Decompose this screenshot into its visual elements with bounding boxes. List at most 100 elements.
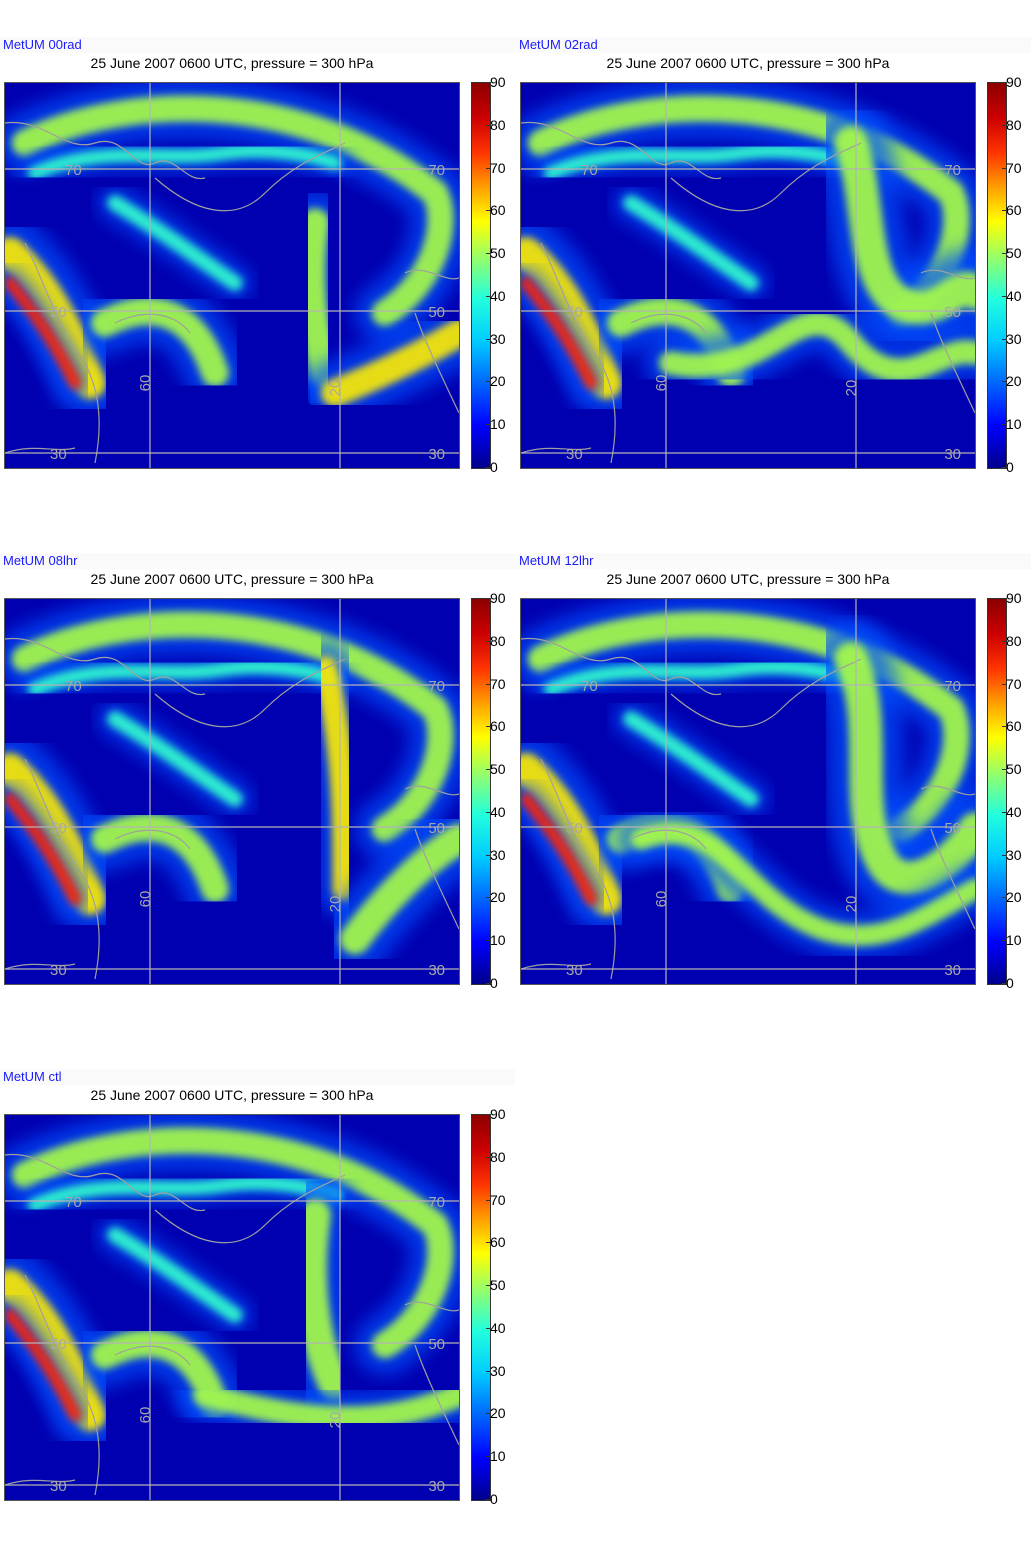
- colorbar: [471, 82, 491, 469]
- latitude-label: 50: [50, 1336, 67, 1353]
- coastline: [5, 1479, 76, 1486]
- latitude-label: 30: [566, 446, 583, 463]
- jet-band-core: [294, 1198, 352, 1402]
- coastline: [521, 637, 722, 696]
- jet-band-core: [91, 297, 229, 387]
- colorbar-tick-label: 80: [1002, 116, 1022, 133]
- colorbar-tick-label: 40: [486, 803, 506, 820]
- coastline: [154, 658, 346, 728]
- colorbar-tick-label: 80: [1002, 632, 1022, 649]
- coastline: [5, 447, 76, 454]
- colorbar-tick-label: 60: [1002, 718, 1022, 735]
- jet-band-core: [5, 276, 82, 390]
- panel-title: 25 June 2007 0600 UTC, pressure = 300 hP…: [90, 55, 374, 71]
- colorbar-tick-label: 90: [1002, 590, 1022, 606]
- colorbar-tick-label: 20: [486, 889, 506, 906]
- coastline: [540, 758, 616, 980]
- latitude-label: 50: [428, 820, 445, 837]
- jet-band-core: [5, 1308, 82, 1422]
- coastline: [521, 963, 592, 970]
- latitude-label: 30: [50, 446, 67, 463]
- latitude-label: 70: [581, 678, 598, 695]
- latitude-label: 50: [50, 820, 67, 837]
- colorbar-tick-label: 50: [1002, 761, 1022, 778]
- colorbar-tick-label: 50: [486, 245, 506, 262]
- longitude-label: 20: [843, 896, 860, 913]
- model-label: MetUM 02rad: [516, 37, 1031, 53]
- jet-band-core: [834, 126, 975, 325]
- latitude-label: 70: [65, 1194, 82, 1211]
- longitude-label: 20: [327, 380, 344, 397]
- longitude-label: 60: [653, 375, 670, 392]
- coastline: [540, 242, 616, 464]
- colorbar-tick-label: 60: [486, 202, 506, 219]
- colorbar-tick-label: 90: [486, 74, 506, 90]
- coastline: [404, 785, 459, 930]
- jet-band-core: [107, 711, 243, 807]
- jet-band-core: [5, 1268, 107, 1432]
- coastline: [24, 242, 100, 464]
- latitude-label: 70: [581, 162, 598, 179]
- colorbar-tick-label: 40: [486, 1319, 506, 1336]
- coastline: [24, 758, 100, 980]
- jet-band-core: [107, 195, 243, 291]
- colorbar-tick-label: 40: [1002, 803, 1022, 820]
- longitude-label: 20: [327, 896, 344, 913]
- latitude-label: 50: [428, 304, 445, 321]
- jet-band-core: [521, 752, 623, 916]
- jet-band-core: [193, 1383, 459, 1430]
- coastline: [630, 829, 707, 850]
- jet-band-core: [521, 792, 598, 906]
- colorbar-tick-label: 70: [486, 1191, 506, 1208]
- panel-title: 25 June 2007 0600 UTC, pressure = 300 hP…: [606, 571, 890, 587]
- colorbar-tick-label: 30: [486, 846, 506, 863]
- colorbar-tick-label: 0: [1002, 459, 1014, 475]
- model-label: MetUM ctl: [0, 1069, 515, 1085]
- jet-band-core: [339, 823, 459, 955]
- colorbar-tick-label: 60: [486, 1234, 506, 1251]
- colorbar: [987, 598, 1007, 985]
- colorbar-tick-label: 40: [486, 287, 506, 304]
- colorbar-tick-label: 50: [1002, 245, 1022, 262]
- colorbar-tick-label: 10: [486, 1448, 506, 1465]
- latitude-label: 70: [944, 678, 961, 695]
- colorbar-tick-label: 90: [486, 590, 506, 606]
- colorbar-tick-label: 10: [486, 932, 506, 949]
- colorbar-tick-label: 0: [1002, 975, 1014, 991]
- colorbar-tick-label: 40: [1002, 287, 1022, 304]
- latitude-label: 30: [944, 962, 961, 979]
- longitude-label: 60: [137, 1407, 154, 1424]
- latitude-label: 50: [944, 304, 961, 321]
- colorbar-tick-label: 10: [486, 416, 506, 433]
- jet-band-core: [107, 1227, 243, 1323]
- colorbar-ticks: 0 10 20 30 40 50 60 70 80 90: [486, 74, 530, 475]
- coastline: [5, 963, 76, 970]
- colorbar-tick-label: 10: [1002, 932, 1022, 949]
- colorbar-tick-label: 50: [486, 761, 506, 778]
- model-label: MetUM 12lhr: [516, 553, 1031, 569]
- colorbar-tick-label: 70: [1002, 675, 1022, 692]
- colorbar-tick-label: 0: [486, 975, 498, 991]
- colorbar-tick-label: 80: [486, 1148, 506, 1165]
- latitude-label: 70: [428, 162, 445, 179]
- coastline: [920, 269, 975, 414]
- colorbar-tick-label: 30: [486, 1362, 506, 1379]
- jet-band-core: [91, 813, 229, 903]
- chart-panel-02rad: MetUM 02rad 25 June 2007 0600 UTC, press…: [516, 37, 1032, 507]
- longitude-label: 20: [327, 1412, 344, 1429]
- colorbar-tick-label: 30: [1002, 330, 1022, 347]
- jet-band-core: [5, 752, 107, 916]
- colorbar-tick-label: 20: [1002, 889, 1022, 906]
- coastline: [5, 637, 206, 696]
- colorbar-tick-label: 70: [486, 159, 506, 176]
- coastline: [5, 1153, 206, 1212]
- model-label: MetUM 00rad: [0, 37, 515, 53]
- latitude-label: 50: [428, 1336, 445, 1353]
- jet-band-core: [296, 208, 340, 388]
- colorbar-tick-label: 90: [1002, 74, 1022, 90]
- coastline: [5, 121, 206, 180]
- coastline: [670, 142, 862, 212]
- chart-panel-12lhr: MetUM 12lhr 25 June 2007 0600 UTC, press…: [516, 553, 1032, 1023]
- latitude-label: 70: [428, 1194, 445, 1211]
- jet-band-core: [312, 656, 358, 902]
